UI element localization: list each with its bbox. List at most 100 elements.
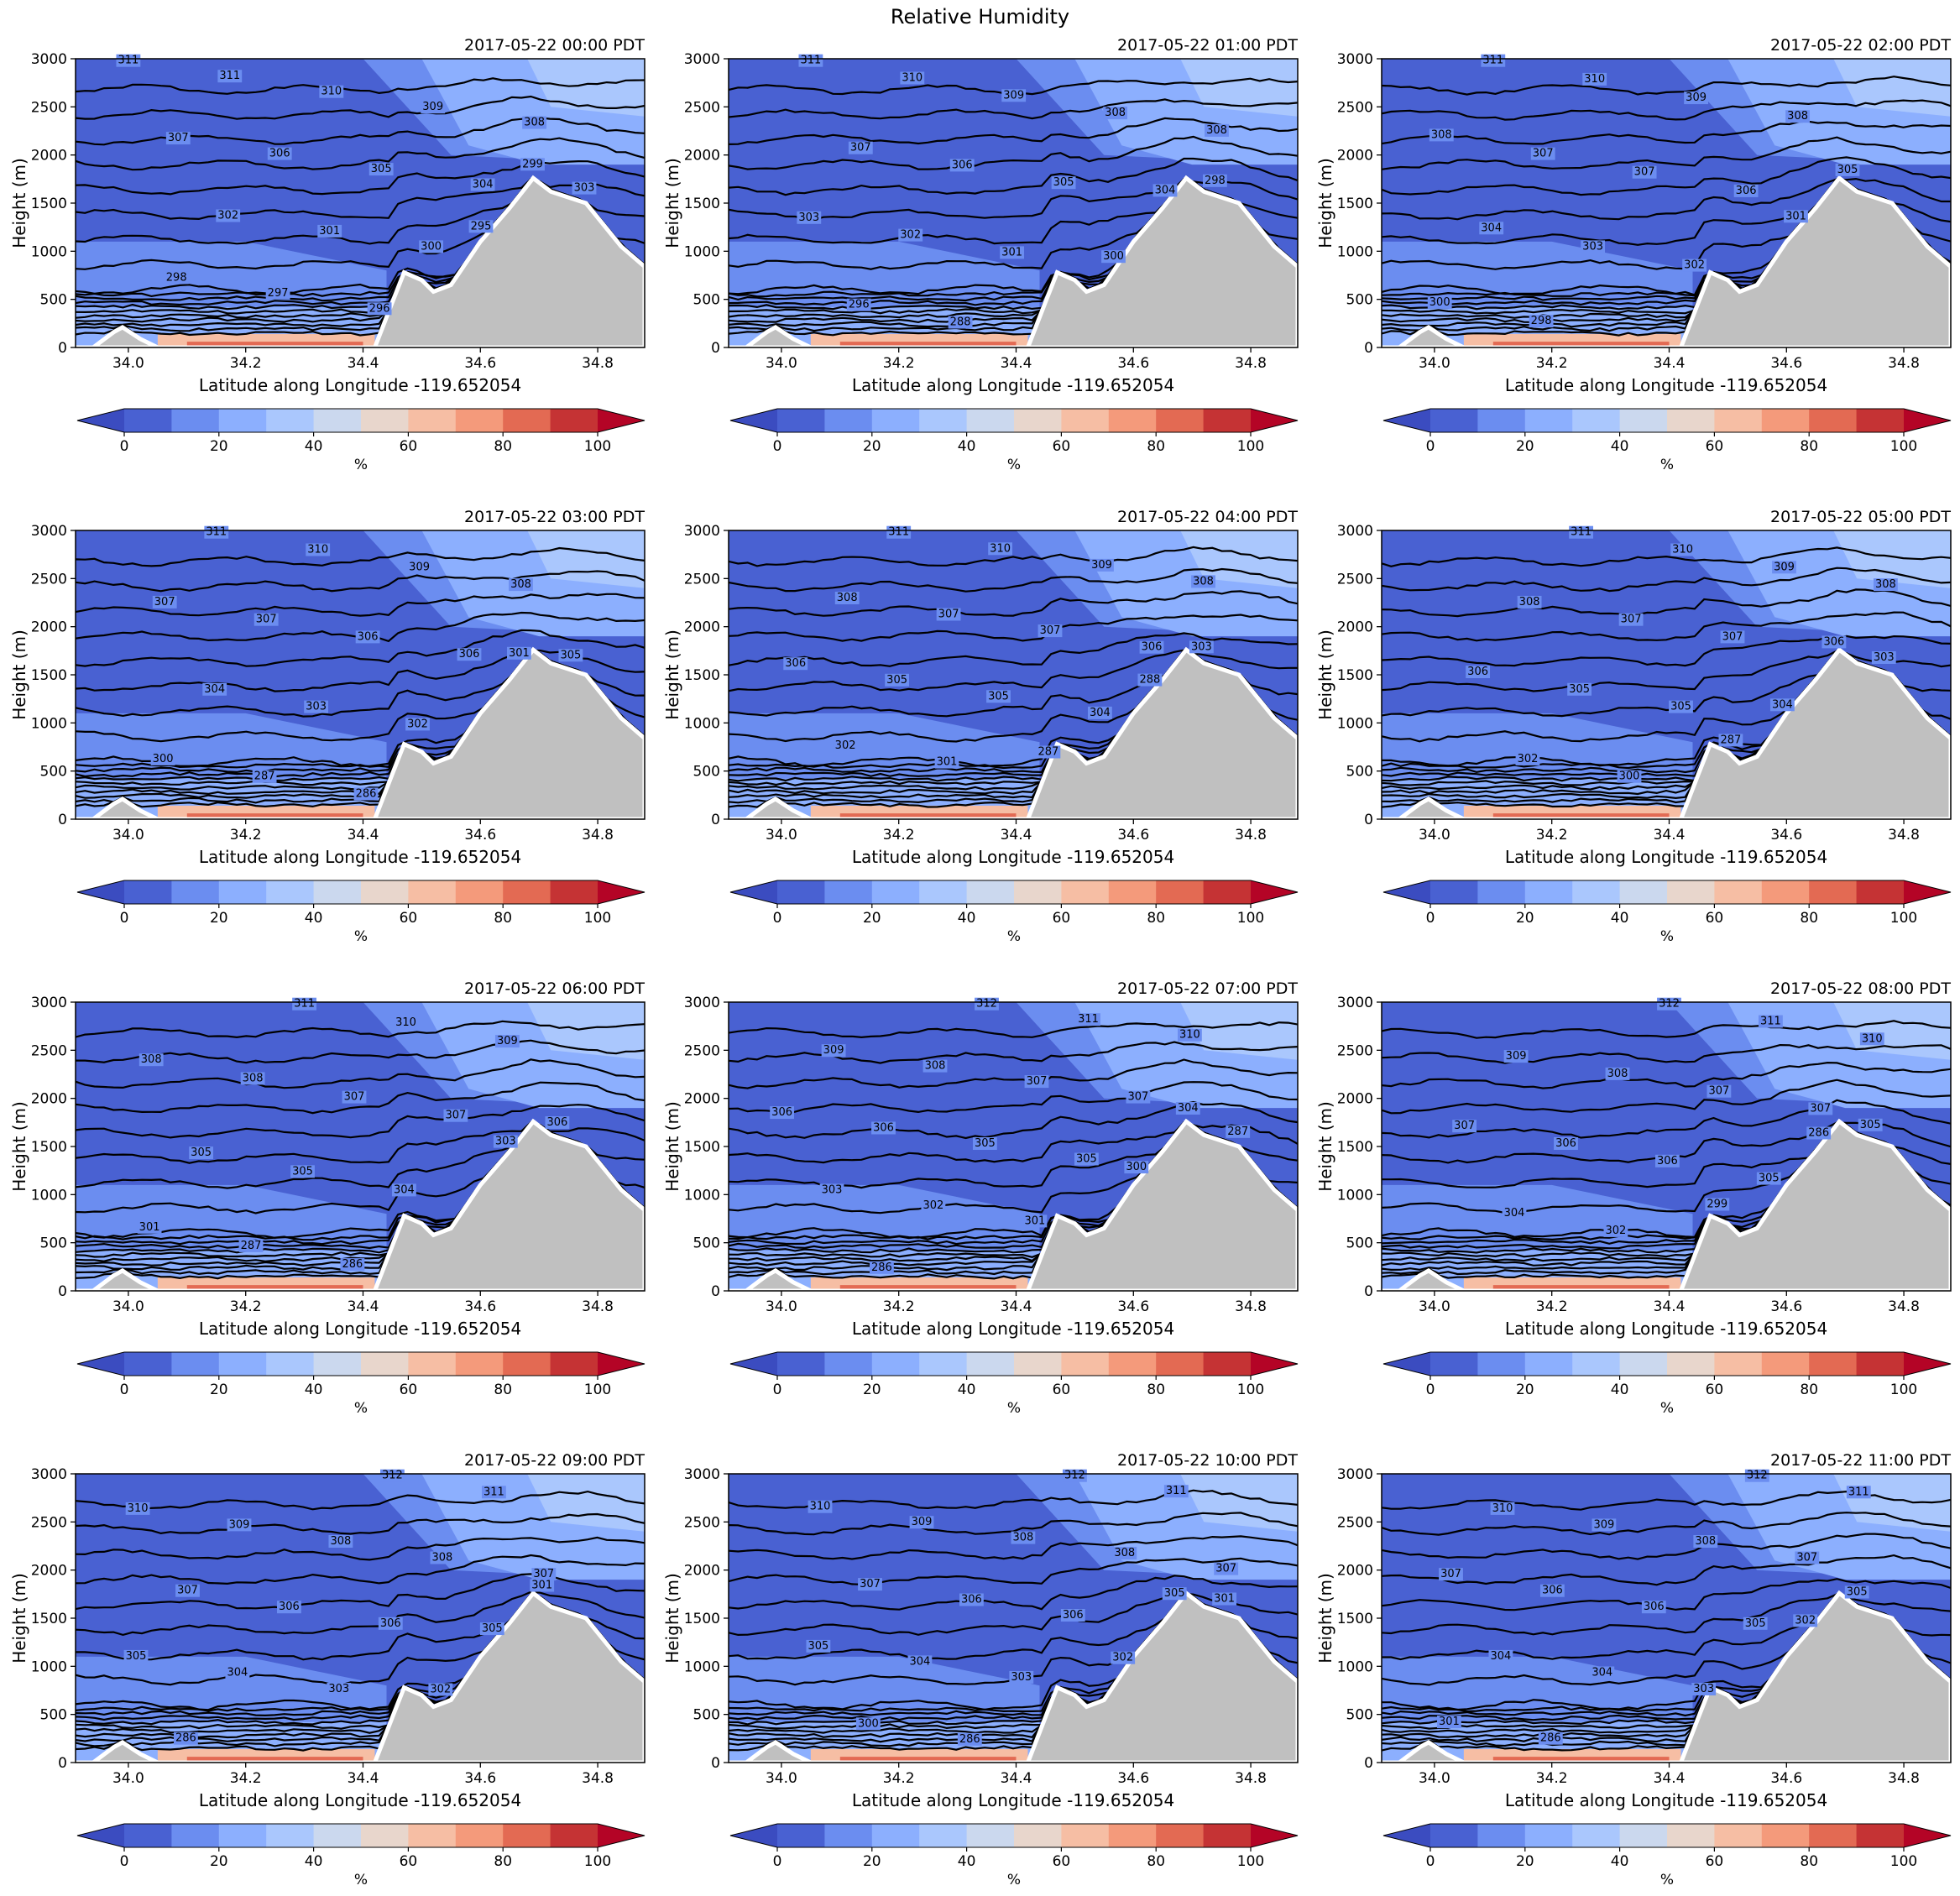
- colorbar-segment: [503, 409, 551, 432]
- contour-label-bg: [1427, 295, 1452, 309]
- contour-label: 302: [1684, 259, 1705, 272]
- contour-label: 308: [431, 1552, 452, 1564]
- contour-label: 296: [849, 299, 870, 311]
- contour-label-bg: [204, 525, 229, 539]
- colorbar-tick-label: 40: [305, 910, 323, 927]
- colorbar-tick-label: 40: [958, 1853, 976, 1870]
- colorbar-segment: [503, 1824, 551, 1847]
- contour-label-bg: [1720, 630, 1745, 644]
- colorbar-segment: [777, 1352, 825, 1376]
- colorbar-label: %: [354, 1872, 368, 1888]
- colorbar-tick-label: 40: [305, 438, 323, 455]
- contour-label: 305: [1053, 176, 1074, 189]
- plot-area: [729, 59, 1298, 347]
- y-tick-label: 1500: [1337, 1611, 1373, 1627]
- contour-label: 308: [1431, 128, 1452, 141]
- contour-label: 311: [206, 526, 227, 539]
- colorbar-label: %: [1007, 457, 1021, 473]
- contour-label-bg: [379, 1469, 405, 1482]
- contour-label-bg: [1481, 54, 1506, 67]
- contour-line: [76, 1104, 645, 1139]
- contour-label-bg: [1569, 525, 1594, 539]
- contour-label-bg: [481, 1486, 506, 1499]
- x-tick-label: 34.8: [582, 1298, 614, 1315]
- contour-line: [76, 95, 645, 120]
- contour-label: 303: [574, 182, 595, 195]
- contour-label: 300: [1126, 1161, 1147, 1173]
- contour-label: 304: [1481, 222, 1502, 234]
- contour-line: [1382, 635, 1951, 667]
- contour-label: 305: [371, 163, 392, 175]
- panel-title: 2017-05-22 07:00 PDT: [1117, 979, 1298, 998]
- terrain: [1382, 1118, 1951, 1291]
- contour-label: 309: [1593, 1518, 1614, 1531]
- colorbar-segment: [550, 880, 598, 904]
- contour-label: 304: [1504, 1207, 1525, 1220]
- contour-label: 306: [1555, 1137, 1576, 1150]
- x-tick-label: 34.8: [1235, 827, 1267, 844]
- colorbar-tick-label: 60: [400, 1853, 418, 1870]
- contour-line: [76, 649, 645, 692]
- contour-label: 305: [292, 1165, 313, 1178]
- contour-label-bg: [125, 1502, 150, 1515]
- contour-label-bg: [123, 1649, 149, 1663]
- contour-label: 303: [306, 701, 327, 713]
- y-tick-label: 0: [58, 812, 67, 828]
- y-tick-label: 3000: [31, 523, 67, 540]
- y-tick-label: 2000: [684, 619, 720, 636]
- contour-label-bg: [189, 1146, 214, 1160]
- plot-area: [729, 1002, 1298, 1291]
- contour-label: 304: [204, 683, 225, 696]
- colorbar-segment: [266, 1824, 315, 1847]
- contour-label: 308: [1012, 1532, 1033, 1544]
- colorbar-tick-label: 60: [1053, 1382, 1071, 1398]
- colorbar-tick-label: 20: [1516, 1382, 1534, 1398]
- contour-label-bg: [1087, 706, 1112, 719]
- x-tick-label: 34.8: [1235, 1298, 1267, 1315]
- x-tick-label: 34.0: [1419, 1770, 1450, 1787]
- contour-label-bg: [1488, 1649, 1513, 1663]
- x-tick-label: 34.4: [348, 827, 379, 844]
- colorbar-tick-label: 0: [120, 1853, 129, 1870]
- y-tick-label: 1500: [31, 1611, 67, 1627]
- colorbar-tick-label: 0: [120, 910, 129, 927]
- colorbar-segment: [455, 1824, 504, 1847]
- colorbar-segment: [1524, 1824, 1573, 1847]
- contour-label: 307: [1634, 166, 1655, 179]
- contour-label-bg: [1858, 1118, 1883, 1131]
- chart-panel: 311 310 309 308 307 307 306 306 305 304 303 302 301 3…: [0, 472, 645, 945]
- contour-line: [1382, 76, 1951, 96]
- contour-label-bg: [934, 755, 959, 769]
- contour-line: [729, 632, 1298, 667]
- contour-label: 307: [1440, 1568, 1461, 1580]
- y-tick-label: 0: [58, 1755, 67, 1772]
- colorbar-tick-label: 100: [1237, 1382, 1264, 1398]
- chart-svg: 311 310 309 308 308 307 306 305 304 303 302 301 300 2…: [662, 36, 1299, 473]
- colorbar-tick-label: 60: [1053, 910, 1071, 927]
- contour-label-bg: [1743, 1617, 1768, 1630]
- y-tick-label: 500: [40, 292, 67, 309]
- contour-label: 309: [1686, 91, 1707, 104]
- contour-line: [1382, 1061, 1951, 1089]
- contour-label: 306: [1063, 1609, 1084, 1622]
- x-axis-label: Latitude along Longitude -119.652054: [199, 847, 521, 867]
- colorbar-segment: [1061, 1824, 1110, 1847]
- y-tick-label: 2000: [1337, 148, 1373, 165]
- colorbar-tick-label: 40: [958, 438, 976, 455]
- colorbar-segment: [1156, 1352, 1205, 1376]
- contour-label-bg: [1581, 240, 1606, 253]
- contour-label: 302: [1795, 1614, 1816, 1627]
- contour-label: 303: [798, 212, 819, 224]
- contour-line: [1382, 1593, 1951, 1636]
- colorbar-segment: [171, 880, 220, 904]
- panel-title: 2017-05-22 10:00 PDT: [1117, 1451, 1298, 1470]
- y-axis-label: Height (m): [1315, 158, 1335, 248]
- contour-label-bg: [1202, 174, 1227, 187]
- panel-title: 2017-05-22 01:00 PDT: [1117, 36, 1298, 55]
- x-tick-label: 34.4: [1001, 827, 1032, 844]
- colorbar-tick-label: 80: [1147, 1382, 1165, 1398]
- y-tick-label: 1500: [684, 196, 720, 212]
- contour-label-bg: [923, 1059, 948, 1073]
- contour-label: 307: [860, 1578, 881, 1590]
- chart-svg: 311 310 309 308 308 307 307 306 305 304 303 302 301 3…: [1315, 36, 1952, 473]
